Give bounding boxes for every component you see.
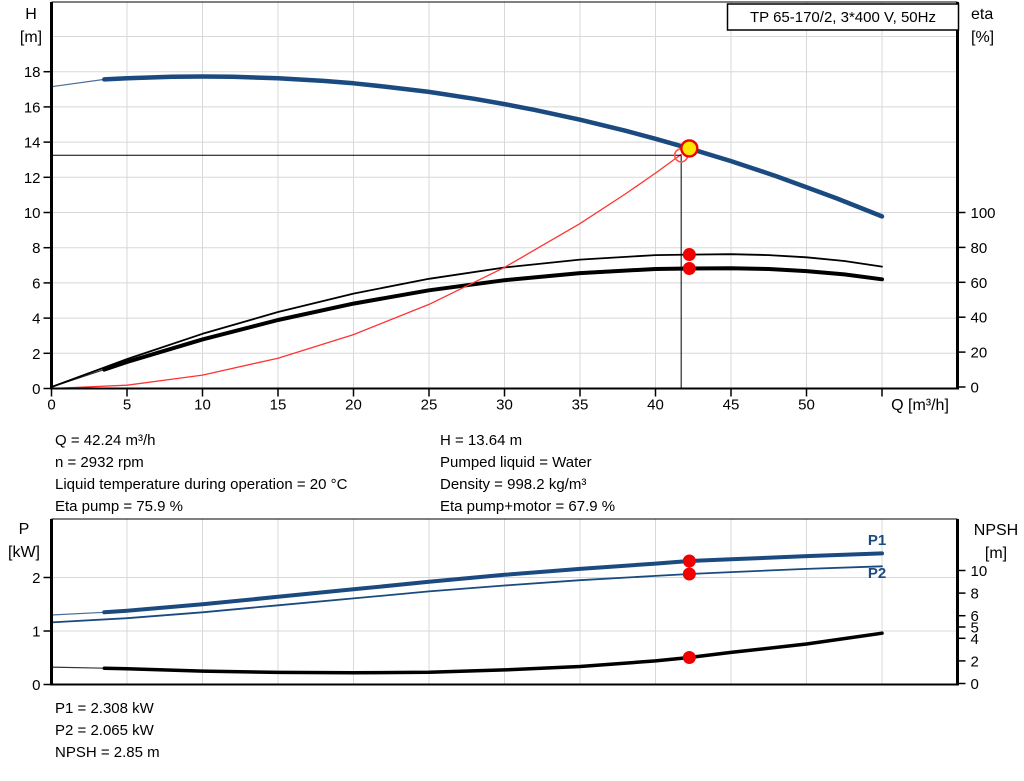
tick-label-left: 2	[32, 570, 40, 587]
info-line-liquid-temp: Liquid temperature during operation = 20…	[55, 476, 348, 493]
tick-label-right: 8	[971, 586, 979, 603]
eta-axis-unit: [%]	[971, 29, 994, 46]
info-line-npsh: NPSH = 2.85 m	[55, 744, 160, 761]
q-axis-title: Q [m³/h]	[891, 397, 949, 414]
p-axis-unit: [kW]	[8, 544, 40, 561]
series-npsh-lead	[51, 666, 105, 669]
marker-eta-pump-motor-point	[682, 262, 696, 276]
info-line-q: Q = 42.24 m³/h	[55, 432, 156, 449]
tick-label-x: 5	[123, 397, 131, 414]
tick-label-right: 10	[971, 563, 988, 580]
p2-curve-label: P2	[868, 565, 886, 582]
tick-label-x: 45	[723, 397, 740, 414]
tick-label-left: 0	[32, 677, 40, 694]
series-npsh	[102, 631, 884, 675]
info-line-density: Density = 998.2 kg/m³	[440, 476, 587, 493]
series-system-curve	[50, 153, 682, 390]
tick-label-right: 60	[971, 275, 988, 292]
tick-label-right: 0	[971, 380, 979, 397]
tick-label-left: 12	[24, 170, 41, 187]
tick-label-x: 50	[798, 397, 815, 414]
title-box-frame	[726, 3, 960, 31]
tick-label-x: 0	[47, 397, 55, 414]
p1-curve-label: P1	[868, 532, 886, 549]
info-line-p2: P2 = 2.065 kW	[55, 722, 154, 739]
pump-title: TP 65-170/2, 3*400 V, 50Hz	[750, 9, 936, 26]
info-line-n: n = 2932 rpm	[55, 454, 144, 471]
series-eta-pump-motor-lead	[51, 369, 105, 388]
info-line-eta-pump-motor: Eta pump+motor = 67.9 %	[440, 498, 616, 515]
series-p1	[102, 551, 884, 615]
tick-label-left: 1	[32, 624, 40, 641]
tick-label-x: 35	[572, 397, 589, 414]
tick-label-left: 14	[24, 135, 41, 152]
npsh-axis-title: NPSH	[974, 522, 1018, 539]
tick-label-x: 15	[270, 397, 287, 414]
tick-label-right: 6	[971, 608, 979, 625]
tick-label-right: 4	[971, 631, 979, 648]
tick-label-right: 5	[971, 620, 979, 637]
power-data-column: P1 = 2.308 kW P2 = 2.065 kW NPSH = 2.85 …	[55, 698, 160, 764]
h-q-chart: 0 2 4 6 8 10 12 14 16 18 0 20 40 60 80 100 0 5 10 15 20 25 30 3…	[24, 1, 996, 414]
tick-label-x: 40	[647, 397, 664, 414]
power-npsh-chart: 0 1 2 0 2 456 8 10	[32, 518, 988, 694]
tick-label-left: 2	[32, 346, 40, 363]
marker-p1-point	[682, 554, 696, 568]
info-line-p1: P1 = 2.308 kW	[55, 700, 154, 717]
marker-p2-point	[682, 567, 696, 581]
operating-data-left-column: Q = 42.24 m³/h n = 2932 rpm Liquid tempe…	[55, 430, 347, 518]
tick-label-right: 80	[971, 240, 988, 257]
info-line-eta-pump: Eta pump = 75.9 %	[55, 498, 183, 515]
series-h-lead	[51, 78, 105, 88]
tick-label-x: 25	[421, 397, 438, 414]
series-p2	[50, 565, 883, 624]
operating-data-right-column: H = 13.64 m Pumped liquid = Water Densit…	[440, 430, 615, 518]
info-line-pumped-liquid: Pumped liquid = Water	[440, 454, 592, 471]
tick-label-right: 40	[971, 310, 988, 327]
tick-label-left: 4	[32, 311, 40, 328]
info-line-h: H = 13.64 m	[440, 432, 523, 449]
tick-label-left: 6	[32, 275, 40, 292]
title-box: TP 65-170/2, 3*400 V, 50Hz	[726, 3, 960, 31]
series-p1-lead	[51, 611, 105, 616]
marker-eta-pump-point	[682, 248, 696, 262]
tick-label-left: 18	[24, 64, 41, 81]
h-axis-unit: [m]	[20, 29, 42, 46]
eta-axis-title: eta	[971, 6, 993, 23]
tick-label-x: 20	[345, 397, 362, 414]
tick-label-right: 0	[971, 676, 979, 693]
tick-label-left: 16	[24, 99, 41, 116]
tick-label-left: 10	[24, 205, 41, 222]
series-eta-pump	[50, 253, 883, 388]
marker-npsh-point	[682, 651, 696, 665]
marker-duty-point	[680, 139, 699, 158]
series-h	[102, 74, 885, 219]
h-axis-title: H	[25, 6, 37, 23]
tick-label-x: 10	[194, 397, 211, 414]
tick-label-right: 20	[971, 345, 988, 362]
series-eta-pump-motor	[102, 266, 884, 372]
npsh-axis-unit: [m]	[985, 545, 1007, 562]
tick-label-right: 2	[971, 653, 979, 670]
tick-label-x: 30	[496, 397, 513, 414]
tick-label-left: 8	[32, 240, 40, 257]
tick-label-left: 0	[32, 381, 40, 398]
tick-label-right: 100	[971, 205, 996, 222]
p-axis-title: P	[19, 521, 30, 538]
